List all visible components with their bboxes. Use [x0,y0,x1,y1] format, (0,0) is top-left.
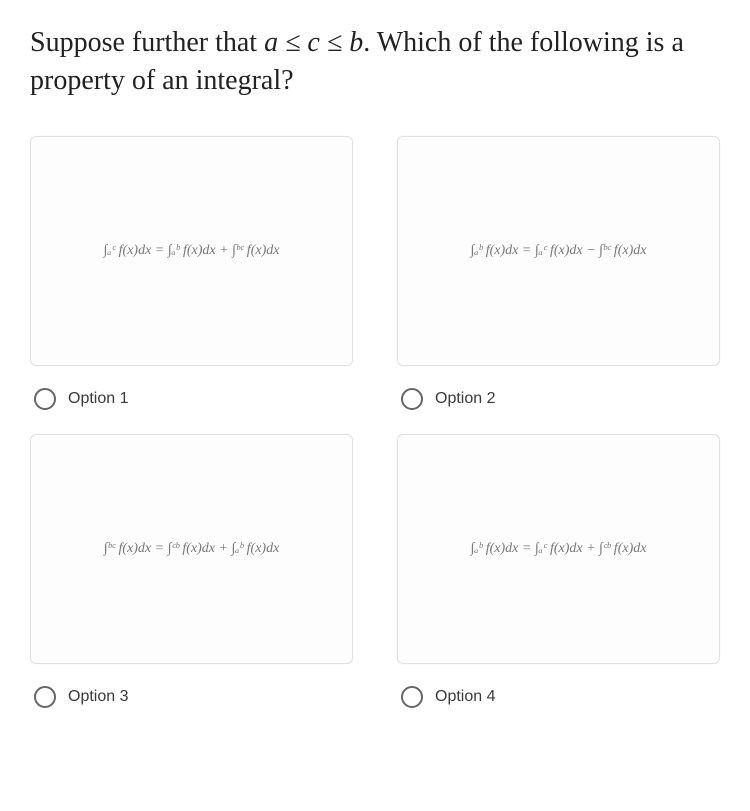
option-4: ∫ₐᵇ f(x)dx = ∫ₐᶜ f(x)dx + ∫ᶜᵇ f(x)dx Opt… [397,434,720,708]
option-2: ∫ₐᵇ f(x)dx = ∫ₐᶜ f(x)dx − ∫ᵇᶜ f(x)dx Opt… [397,136,720,410]
radio-icon[interactable] [34,388,56,410]
radio-icon[interactable] [401,388,423,410]
option-card[interactable]: ∫ᵇᶜ f(x)dx = ∫ᶜᵇ f(x)dx + ∫ₐᵇ f(x)dx [30,434,353,664]
option-radio-row[interactable]: Option 1 [30,388,353,410]
option-label: Option 2 [435,390,495,408]
question-prefix: Suppose further that [30,27,264,58]
radio-icon[interactable] [401,686,423,708]
radio-icon[interactable] [34,686,56,708]
option-3: ∫ᵇᶜ f(x)dx = ∫ᶜᵇ f(x)dx + ∫ₐᵇ f(x)dx Opt… [30,434,353,708]
option-label: Option 1 [68,390,128,408]
options-grid: ∫ₐᶜ f(x)dx = ∫ₐᵇ f(x)dx + ∫ᵇᶜ f(x)dx Opt… [30,136,720,708]
option-card[interactable]: ∫ₐᵇ f(x)dx = ∫ₐᶜ f(x)dx + ∫ᶜᵇ f(x)dx [397,434,720,664]
option-label: Option 3 [68,688,128,706]
option-formula: ∫ᵇᶜ f(x)dx = ∫ᶜᵇ f(x)dx + ∫ₐᵇ f(x)dx [104,541,280,557]
option-formula: ∫ₐᶜ f(x)dx = ∫ₐᵇ f(x)dx + ∫ᵇᶜ f(x)dx [104,243,280,259]
option-formula: ∫ₐᵇ f(x)dx = ∫ₐᶜ f(x)dx − ∫ᵇᶜ f(x)dx [471,243,647,259]
option-radio-row[interactable]: Option 2 [397,388,720,410]
option-radio-row[interactable]: Option 3 [30,686,353,708]
option-formula: ∫ₐᵇ f(x)dx = ∫ₐᶜ f(x)dx + ∫ᶜᵇ f(x)dx [471,541,647,557]
option-radio-row[interactable]: Option 4 [397,686,720,708]
option-card[interactable]: ∫ₐᶜ f(x)dx = ∫ₐᵇ f(x)dx + ∫ᵇᶜ f(x)dx [30,136,353,366]
question-inequality: a ≤ c ≤ b [264,27,363,58]
option-label: Option 4 [435,688,495,706]
option-card[interactable]: ∫ₐᵇ f(x)dx = ∫ₐᶜ f(x)dx − ∫ᵇᶜ f(x)dx [397,136,720,366]
question-text: Suppose further that a ≤ c ≤ b. Which of… [30,24,720,100]
option-1: ∫ₐᶜ f(x)dx = ∫ₐᵇ f(x)dx + ∫ᵇᶜ f(x)dx Opt… [30,136,353,410]
